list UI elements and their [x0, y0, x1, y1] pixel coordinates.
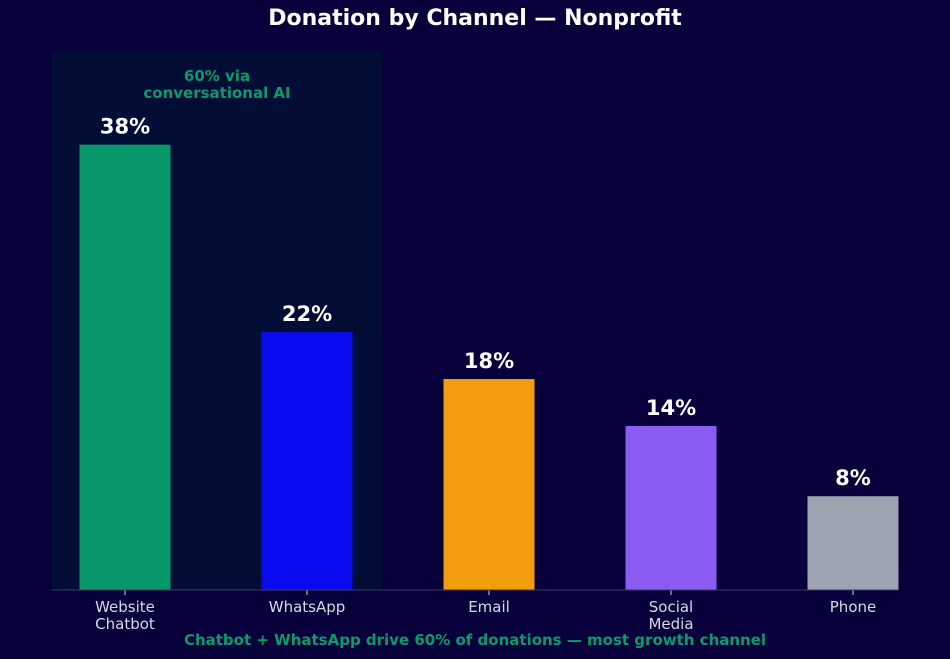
- bar-value-label: 14%: [646, 396, 696, 420]
- x-tick-label: Website Chatbot: [95, 598, 155, 633]
- bar: [807, 496, 899, 590]
- bar-value-label: 8%: [835, 466, 871, 490]
- x-tick-label: WhatsApp: [269, 598, 346, 616]
- x-tick-label: Phone: [830, 598, 876, 616]
- bar: [443, 379, 535, 590]
- bars-layer: 38% Website Chatbot 22% WhatsApp 18% Email 14% S…: [79, 115, 899, 633]
- chart-title: Donation by Channel — Nonprofit: [268, 6, 682, 31]
- bar-value-label: 22%: [282, 302, 332, 326]
- bar-value-label: 18%: [464, 349, 514, 373]
- x-tick-label: Social Media: [648, 598, 693, 633]
- highlight-annotation: 60% via conversational AI: [143, 67, 290, 102]
- bar: [625, 425, 717, 590]
- bar: [79, 144, 171, 590]
- bar: [261, 332, 353, 590]
- bar-value-label: 38%: [100, 115, 150, 139]
- footer-annotation: Chatbot + WhatsApp drive 60% of donation…: [183, 631, 767, 649]
- x-tick-label: Email: [468, 598, 510, 616]
